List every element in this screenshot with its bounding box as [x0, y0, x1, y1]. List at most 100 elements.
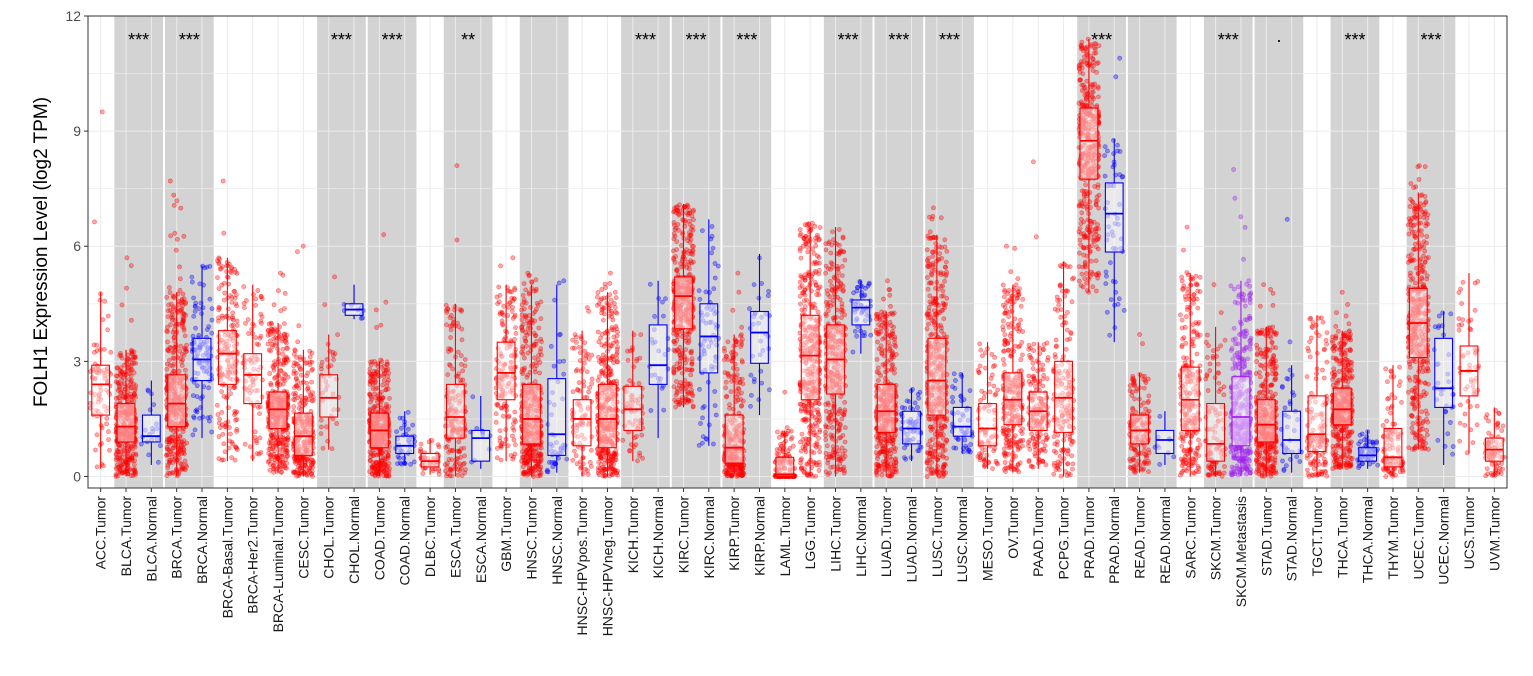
sig-label-lihc: *** — [838, 30, 859, 50]
box-iqr — [547, 378, 567, 456]
sig-label-skcm: *** — [1218, 30, 1239, 50]
sig-label-kich: *** — [635, 30, 656, 50]
box-iqr — [648, 324, 668, 385]
box-coad-normal — [395, 411, 415, 465]
sig-label-ucec: *** — [1420, 30, 1441, 50]
box-esca-tumor — [446, 303, 465, 477]
x-tick-label: ESCA.Tumor — [447, 496, 463, 578]
box-iqr — [902, 410, 921, 445]
x-tick-label: SKCM.Tumor — [1208, 496, 1224, 581]
x-tick-label: UCEC.Tumor — [1410, 496, 1426, 580]
box-iqr — [724, 414, 744, 464]
x-tick-label: KIRC.Tumor — [675, 496, 691, 574]
box-iqr — [268, 391, 288, 430]
sig-label-luad: *** — [888, 30, 909, 50]
x-tick-label: READ.Tumor — [1132, 496, 1148, 579]
x-tick-label: PCPG.Tumor — [1056, 496, 1072, 580]
box-iqr — [572, 399, 592, 447]
box-iqr — [674, 276, 693, 330]
box-laml-tumor — [775, 430, 795, 478]
x-tick-label: HNSC.Normal — [549, 496, 565, 585]
box-iqr — [116, 403, 136, 443]
box-kich-normal — [648, 280, 668, 439]
x-tick-label: LIHC.Tumor — [828, 496, 844, 572]
sig-label-chol: *** — [331, 30, 352, 50]
box-iqr — [876, 383, 896, 433]
box-iqr — [446, 383, 465, 439]
band-ucec — [1406, 16, 1456, 488]
box-chol-normal — [344, 284, 364, 320]
y-tick-label: 6 — [73, 238, 81, 254]
sig-label-blca: *** — [128, 30, 149, 50]
x-tick-label: KICH.Normal — [650, 496, 666, 578]
x-tick-label: STAD.Normal — [1284, 496, 1300, 581]
box-iqr — [750, 310, 769, 364]
box-paad-tumor — [1028, 342, 1048, 469]
x-tick-label: COAD.Normal — [397, 496, 413, 585]
box-iqr — [598, 383, 617, 449]
x-tick-label: HNSC-HPVpos.Tumor — [574, 496, 590, 636]
x-tick-label: THCA.Tumor — [1334, 496, 1350, 578]
box-lgg-tumor — [800, 227, 820, 477]
box-cesc-tumor — [293, 349, 313, 477]
box-iqr — [699, 303, 719, 374]
x-tick-label: CHOL.Tumor — [321, 496, 337, 579]
x-tick-label: BLCA.Tumor — [118, 496, 134, 577]
band-kirp — [722, 16, 772, 488]
box-iqr — [217, 330, 237, 385]
sig-label-coad: *** — [382, 30, 403, 50]
box-ov-tumor — [1003, 284, 1023, 473]
box-iqr — [851, 299, 871, 326]
background-bands — [114, 16, 1456, 488]
x-tick-label: THCA.Normal — [1360, 496, 1376, 583]
box-prad-normal — [1104, 138, 1124, 343]
box-skcm-tumor — [1206, 326, 1226, 477]
box-iqr — [91, 364, 111, 416]
sig-label-kirc: *** — [686, 30, 707, 50]
box-hnsc-normal — [547, 284, 567, 473]
box-iqr — [167, 374, 187, 428]
box-iqr — [319, 374, 339, 418]
x-tick-label: TGCT.Tumor — [1309, 496, 1325, 577]
box-thym-tumor — [1383, 365, 1403, 477]
x-tick-label: BRCA.Tumor — [169, 496, 185, 579]
x-tick-label: BRCA-Her2.Tumor — [245, 496, 261, 614]
y-axis: 0 3 6 9 12 — [65, 8, 88, 484]
x-tick-label: UCS.Tumor — [1461, 496, 1477, 570]
box-iqr — [1155, 429, 1175, 455]
sig-label-lusc: *** — [939, 30, 960, 50]
box-sarc-tumor — [1180, 273, 1200, 477]
box-iqr — [1383, 427, 1403, 468]
x-tick-label: READ.Normal — [1157, 496, 1173, 584]
box-iqr — [1180, 366, 1200, 431]
x-tick-label: HNSC.Tumor — [523, 496, 539, 580]
box-lusc-normal — [952, 372, 972, 454]
box-lihc-tumor — [826, 227, 845, 477]
box-iqr — [927, 337, 947, 416]
box-chol-tumor — [319, 334, 339, 450]
y-tick-label: 3 — [73, 353, 81, 369]
box-brca-luminal-tumor — [268, 322, 288, 473]
box-luad-tumor — [876, 311, 896, 477]
box-iqr — [1079, 107, 1099, 180]
x-axis: ACC.Tumor BLCA.Tumor BLCA.Normal BRCA.Tumor… — [93, 488, 1502, 636]
x-tick-label: OV.Tumor — [1005, 496, 1021, 559]
x-tick-label: BLCA.Normal — [143, 496, 159, 582]
x-tick-label: MESO.Tumor — [980, 496, 996, 581]
box-iqr — [1332, 387, 1352, 426]
box-kirc-tumor — [674, 204, 693, 408]
x-tick-label: UCEC.Normal — [1436, 496, 1452, 585]
x-tick-label: ESCA.Normal — [473, 496, 489, 583]
box-iqr — [978, 403, 997, 447]
band-kirc — [671, 16, 721, 488]
x-tick-label: LAML.Tumor — [777, 496, 793, 577]
box-iqr — [471, 429, 491, 462]
x-tick-label: LUAD.Tumor — [878, 496, 894, 578]
box-iqr — [1307, 395, 1327, 453]
x-tick-label: LIHC.Normal — [853, 496, 869, 577]
x-tick-label: THYM.Tumor — [1385, 496, 1401, 580]
sig-label-thca: *** — [1344, 30, 1365, 50]
x-tick-label: CESC.Tumor — [295, 496, 311, 579]
y-axis-title: FOLH1 Expression Level (log2 TPM) — [31, 97, 52, 407]
box-iqr — [395, 435, 415, 455]
